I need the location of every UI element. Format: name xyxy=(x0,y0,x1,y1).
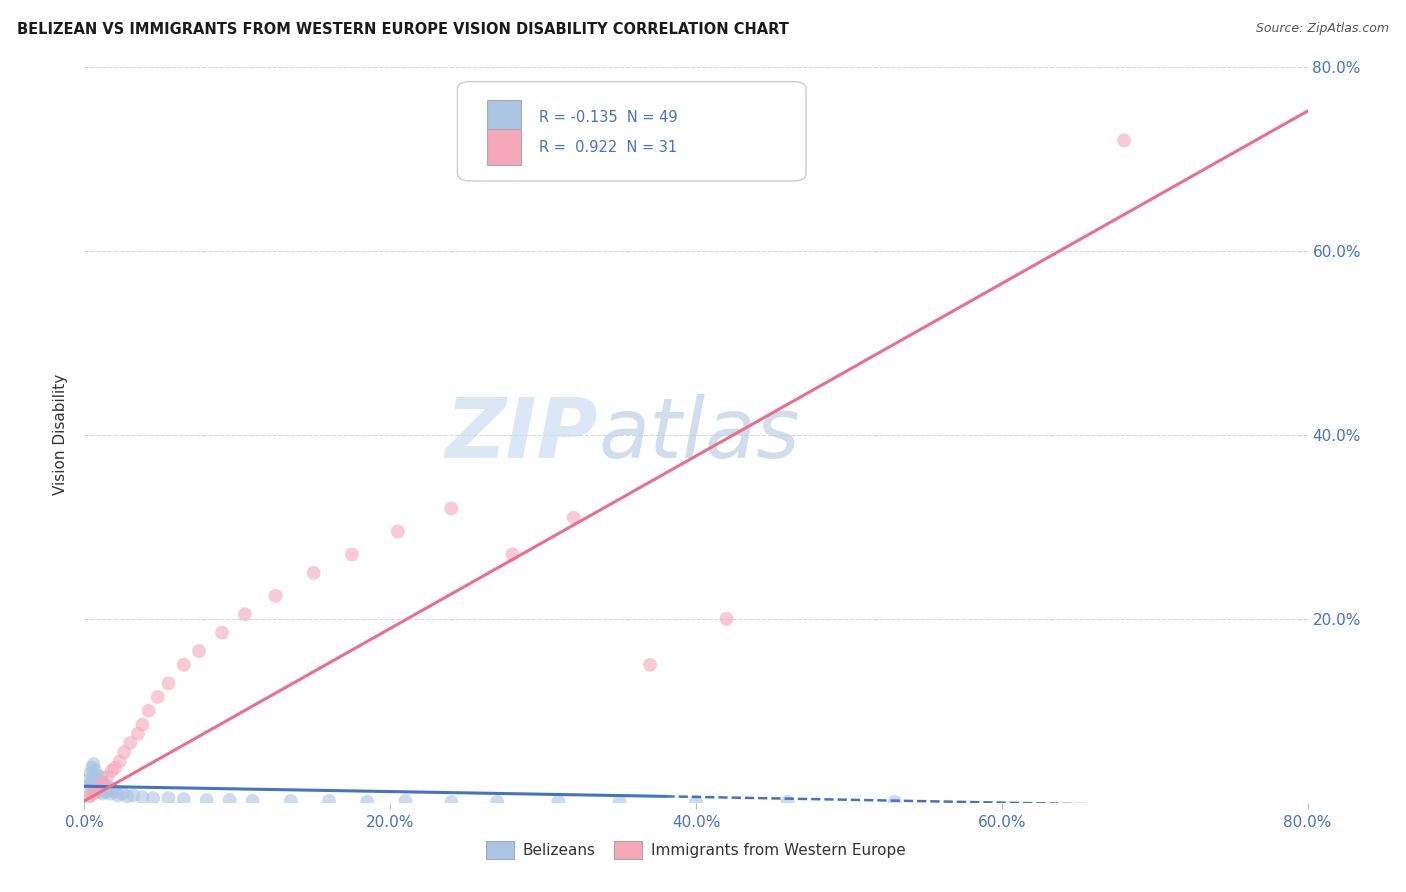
Point xyxy=(87,779,110,793)
Point xyxy=(120,736,142,750)
Point xyxy=(115,789,138,804)
Point xyxy=(716,612,738,626)
Point xyxy=(89,779,111,793)
Point xyxy=(89,775,111,789)
Point xyxy=(195,793,218,807)
Point xyxy=(91,787,114,801)
Point xyxy=(79,777,101,791)
Point xyxy=(685,795,707,809)
Point xyxy=(104,785,127,799)
FancyBboxPatch shape xyxy=(457,81,806,181)
Point xyxy=(157,791,180,805)
Point xyxy=(84,782,107,797)
Point xyxy=(318,794,340,808)
Point xyxy=(80,761,103,775)
Point xyxy=(440,501,463,516)
Point xyxy=(547,795,569,809)
Point xyxy=(173,792,195,806)
Point xyxy=(86,782,108,797)
Point xyxy=(76,791,98,805)
Point xyxy=(83,757,105,772)
Point xyxy=(173,657,195,672)
Point xyxy=(157,676,180,690)
Point xyxy=(111,787,134,801)
Point xyxy=(101,782,124,797)
Text: BELIZEAN VS IMMIGRANTS FROM WESTERN EUROPE VISION DISABILITY CORRELATION CHART: BELIZEAN VS IMMIGRANTS FROM WESTERN EURO… xyxy=(17,22,789,37)
Point xyxy=(142,791,165,805)
Point xyxy=(76,779,98,793)
Point xyxy=(233,607,256,622)
FancyBboxPatch shape xyxy=(486,100,522,136)
Point xyxy=(387,524,409,539)
Point xyxy=(502,548,524,562)
Point xyxy=(1114,133,1136,147)
Point xyxy=(80,775,103,789)
FancyBboxPatch shape xyxy=(486,129,522,165)
Point xyxy=(91,775,114,789)
Point xyxy=(776,795,799,809)
Point xyxy=(211,625,233,640)
Point xyxy=(86,768,108,782)
Point xyxy=(91,777,114,791)
Point xyxy=(440,795,463,809)
Point xyxy=(340,548,363,562)
Point xyxy=(96,779,118,793)
Point xyxy=(562,510,585,524)
Text: atlas: atlas xyxy=(598,394,800,475)
Point xyxy=(96,770,118,784)
Point xyxy=(104,761,127,775)
Point xyxy=(242,794,264,808)
Point xyxy=(79,789,101,803)
Point xyxy=(131,790,153,805)
Point xyxy=(131,717,153,731)
Point xyxy=(90,770,112,784)
Point xyxy=(94,785,117,799)
Point xyxy=(97,783,120,797)
Point xyxy=(264,589,287,603)
Point xyxy=(302,566,325,580)
Y-axis label: Vision Disability: Vision Disability xyxy=(53,375,69,495)
Point xyxy=(101,764,124,778)
Point xyxy=(146,690,169,704)
Point xyxy=(883,795,905,809)
Point xyxy=(122,789,145,803)
Point xyxy=(356,795,378,809)
Point xyxy=(93,782,115,797)
Point xyxy=(188,644,211,658)
Point xyxy=(486,795,509,809)
Point xyxy=(98,787,121,801)
Text: Source: ZipAtlas.com: Source: ZipAtlas.com xyxy=(1256,22,1389,36)
Point xyxy=(87,772,110,787)
Point xyxy=(90,781,112,796)
Point xyxy=(127,727,149,741)
Point xyxy=(638,657,661,672)
Point xyxy=(84,764,107,778)
Text: R = -0.135  N = 49: R = -0.135 N = 49 xyxy=(540,111,678,125)
Point xyxy=(112,745,135,759)
Point xyxy=(280,794,302,808)
Point xyxy=(89,785,111,799)
Text: R =  0.922  N = 31: R = 0.922 N = 31 xyxy=(540,140,678,154)
Point xyxy=(394,794,416,808)
Point xyxy=(77,772,100,787)
Point xyxy=(108,755,131,769)
Point xyxy=(83,787,105,801)
Point xyxy=(79,766,101,780)
Point xyxy=(218,793,240,807)
Point xyxy=(107,789,129,803)
Legend: Belizeans, Immigrants from Western Europe: Belizeans, Immigrants from Western Europ… xyxy=(481,835,911,865)
Point xyxy=(609,795,631,809)
Text: ZIP: ZIP xyxy=(446,394,598,475)
Point xyxy=(86,777,108,791)
Point xyxy=(83,770,105,784)
Point xyxy=(138,704,160,718)
